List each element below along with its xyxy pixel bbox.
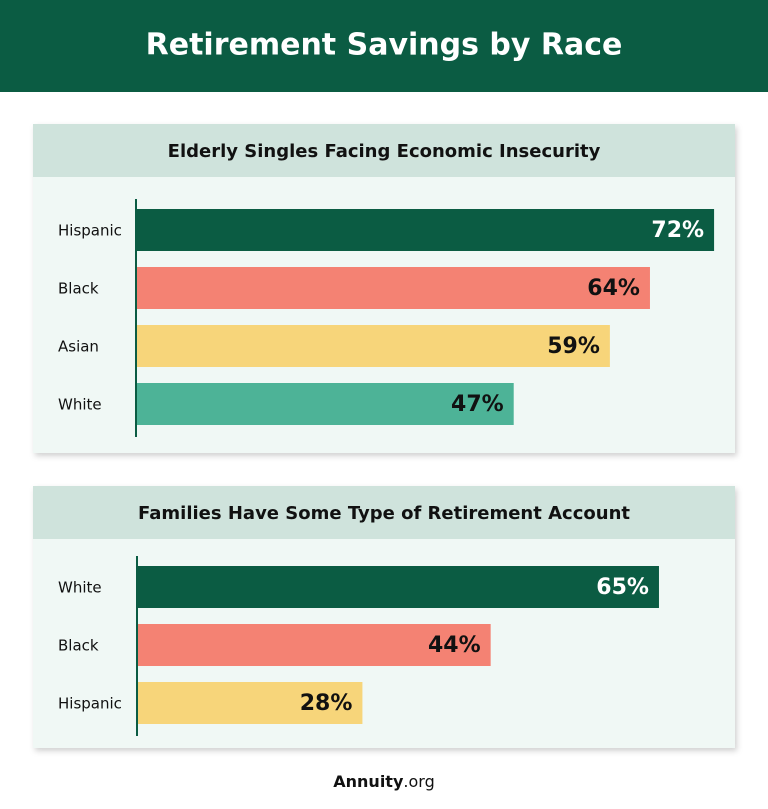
bar xyxy=(138,566,659,608)
panel-title-band xyxy=(33,486,735,539)
category-label: Hispanic xyxy=(58,695,122,713)
category-label: Asian xyxy=(58,338,99,356)
page-title: Retirement Savings by Race xyxy=(146,28,623,63)
bar xyxy=(138,682,363,724)
value-label: 72% xyxy=(651,218,704,243)
chart-title: Families Have Some Type of Retirement Ac… xyxy=(138,503,630,524)
bar xyxy=(138,624,491,666)
category-label: Hispanic xyxy=(58,222,122,240)
value-label: 59% xyxy=(547,334,600,359)
value-label: 47% xyxy=(451,392,504,417)
value-label: 65% xyxy=(596,575,649,600)
panel-title-band xyxy=(33,124,735,177)
value-label: 64% xyxy=(587,276,640,301)
category-label: White xyxy=(58,579,102,597)
bar xyxy=(137,209,715,251)
header-band xyxy=(0,0,768,92)
value-label: 28% xyxy=(300,691,353,716)
value-label: 44% xyxy=(428,633,481,658)
brand-domain: .org xyxy=(403,772,434,791)
footer-brand: Annuity.org xyxy=(333,772,434,791)
bar xyxy=(137,325,610,367)
category-label: Black xyxy=(58,280,99,298)
brand: Annuity xyxy=(333,772,404,791)
bar xyxy=(137,383,514,425)
category-label: Black xyxy=(58,637,99,655)
chart-title: Elderly Singles Facing Economic Insecuri… xyxy=(168,141,601,162)
category-label: White xyxy=(58,396,102,414)
bar xyxy=(137,267,650,309)
